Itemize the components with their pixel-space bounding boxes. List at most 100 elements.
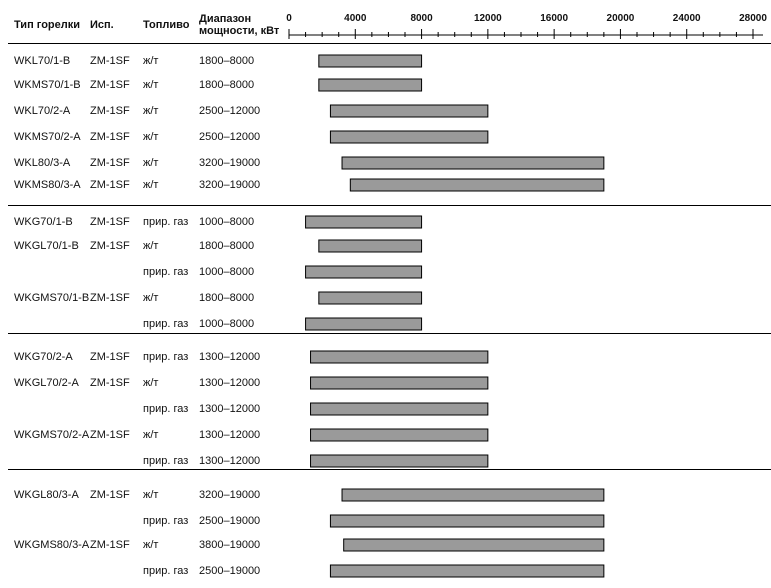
burner-model: WKG70/1-B — [14, 216, 73, 228]
burner-model: WKL70/1-B — [14, 55, 71, 67]
power-range-label: 1800–8000 — [199, 55, 255, 67]
power-range-label: 1300–12000 — [199, 455, 261, 467]
burner-model: WKL80/3-A — [14, 157, 71, 169]
range-bar — [305, 215, 423, 229]
x-tick-label: 12000 — [473, 13, 502, 24]
burner-fuel: ж/т — [143, 377, 159, 389]
x-tick-label: 8000 — [410, 13, 433, 24]
burner-version: ZM-1SF — [90, 79, 130, 91]
burner-fuel: прир. газ — [143, 318, 189, 330]
burner-fuel: ж/т — [143, 292, 159, 304]
header-range: Диапазон мощности, кВт — [199, 13, 280, 37]
power-range-label: 1300–12000 — [199, 403, 261, 415]
power-range-label: 1300–12000 — [199, 377, 261, 389]
burner-version: ZM-1SF — [90, 489, 130, 501]
group-separator — [8, 469, 771, 470]
power-range-label: 3200–19000 — [199, 489, 261, 501]
range-bar — [349, 178, 605, 192]
range-bar — [318, 291, 423, 305]
range-bar — [310, 376, 489, 390]
burner-fuel: ж/т — [143, 179, 159, 191]
burner-fuel: ж/т — [143, 105, 159, 117]
burner-model: WKL70/2-A — [14, 105, 71, 117]
burner-fuel: прир. газ — [143, 455, 189, 467]
burner-version: ZM-1SF — [90, 240, 130, 252]
burner-version: ZM-1SF — [90, 377, 130, 389]
range-bar — [310, 454, 489, 468]
burner-fuel: ж/т — [143, 55, 159, 67]
range-bar — [341, 156, 605, 170]
burner-model: WKMS80/3-A — [14, 179, 81, 191]
burner-model: WKMS70/2-A — [14, 131, 81, 143]
burner-model: WKGL80/3-A — [14, 489, 79, 501]
range-bar — [310, 428, 489, 442]
power-range-label: 2500–12000 — [199, 131, 261, 143]
burner-fuel: прир. газ — [143, 216, 189, 228]
range-bar — [329, 564, 605, 578]
range-bar — [329, 130, 489, 144]
burner-model: WKGMS80/3-A — [14, 539, 90, 551]
burner-fuel: прир. газ — [143, 351, 189, 363]
power-range-label: 1000–8000 — [199, 266, 255, 278]
x-tick-label: 0 — [286, 13, 292, 24]
range-bar — [310, 402, 489, 416]
burner-version: ZM-1SF — [90, 292, 130, 304]
range-bar — [318, 78, 423, 92]
burner-version: ZM-1SF — [90, 55, 130, 67]
burner-version: ZM-1SF — [90, 216, 130, 228]
group-separator — [8, 43, 771, 44]
range-bar — [318, 239, 423, 253]
power-range-label: 1300–12000 — [199, 351, 261, 363]
range-bar — [305, 265, 423, 279]
burner-version: ZM-1SF — [90, 351, 130, 363]
burner-model: WKG70/2-A — [14, 351, 73, 363]
range-bar — [329, 514, 605, 528]
burner-model: WKGL70/1-B — [14, 240, 79, 252]
power-range-label: 3800–19000 — [199, 539, 261, 551]
group-separator — [8, 333, 771, 334]
burner-fuel: ж/т — [143, 157, 159, 169]
burner-fuel: ж/т — [143, 489, 159, 501]
power-range-label: 3200–19000 — [199, 179, 261, 191]
burner-version: ZM-1SF — [90, 131, 130, 143]
burner-fuel: ж/т — [143, 539, 159, 551]
x-tick-label: 20000 — [606, 13, 635, 24]
burner-version: ZM-1SF — [90, 429, 130, 441]
burner-fuel: прир. газ — [143, 403, 189, 415]
range-bar — [329, 104, 489, 118]
range-bar — [318, 54, 423, 68]
power-range-label: 1000–8000 — [199, 318, 255, 330]
burner-model: WKGL70/2-A — [14, 377, 79, 389]
burner-fuel: ж/т — [143, 240, 159, 252]
power-range-label: 1300–12000 — [199, 429, 261, 441]
range-bar — [343, 538, 605, 552]
burner-version: ZM-1SF — [90, 539, 130, 551]
power-range-label: 1800–8000 — [199, 79, 255, 91]
x-tick-label: 16000 — [540, 13, 569, 24]
burner-version: ZM-1SF — [90, 179, 130, 191]
range-bar — [341, 488, 605, 502]
x-tick-label: 24000 — [672, 13, 701, 24]
burner-model: WKMS70/1-B — [14, 79, 81, 91]
range-bar — [310, 350, 489, 364]
power-range-label: 2500–12000 — [199, 105, 261, 117]
power-range-label: 1800–8000 — [199, 240, 255, 252]
burner-version: ZM-1SF — [90, 157, 130, 169]
power-range-label: 1800–8000 — [199, 292, 255, 304]
header-fuel: Топливо — [143, 19, 190, 31]
burner-fuel: ж/т — [143, 79, 159, 91]
power-range-label: 2500–19000 — [199, 515, 261, 527]
burner-fuel: прир. газ — [143, 515, 189, 527]
burner-version: ZM-1SF — [90, 105, 130, 117]
x-tick-label: 28000 — [739, 13, 767, 24]
burner-fuel: прир. газ — [143, 565, 189, 577]
power-range-label: 2500–19000 — [199, 565, 261, 577]
power-range-label: 1000–8000 — [199, 216, 255, 228]
range-bar — [305, 317, 423, 331]
burner-model: WKGMS70/1-B — [14, 292, 90, 304]
group-separator — [8, 205, 771, 206]
power-range-label: 3200–19000 — [199, 157, 261, 169]
header-type: Тип горелки — [14, 19, 81, 31]
burner-fuel: прир. газ — [143, 266, 189, 278]
